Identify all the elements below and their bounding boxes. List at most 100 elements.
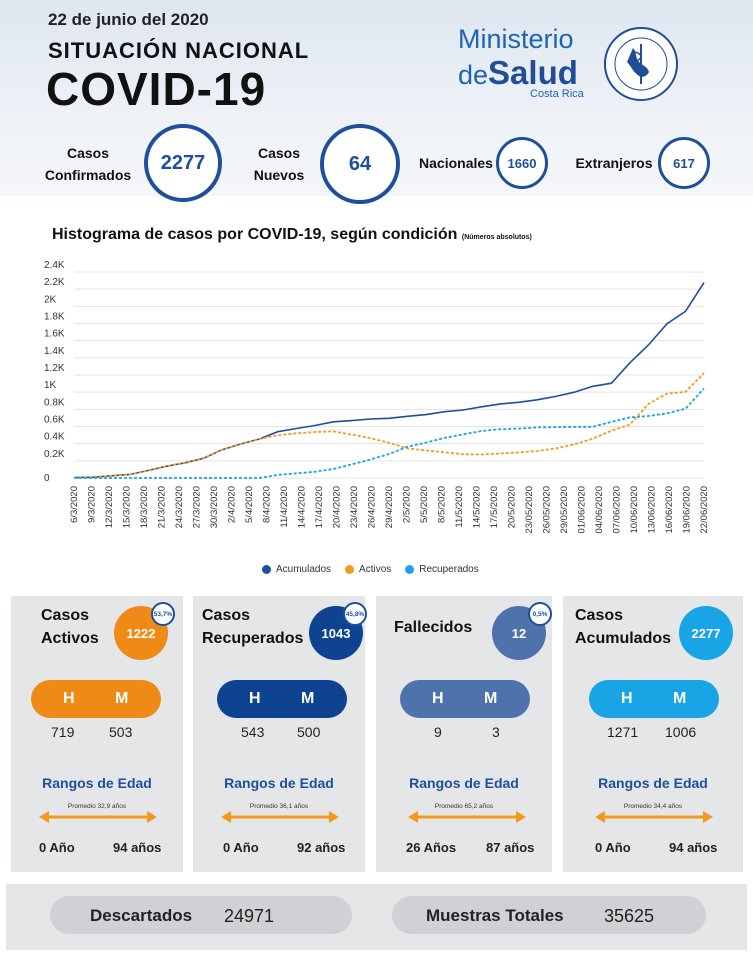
y-tick-label: 1.8K: [44, 312, 65, 323]
confirmados-value-circle: 2277: [144, 124, 222, 202]
chart-legend: Acumulados Activos Recuperados: [262, 564, 479, 575]
x-tick-label: 23/05/2020: [524, 486, 535, 534]
descartados-pill: Descartados 24971: [50, 896, 352, 934]
panel-fallecidos-title: Fallecidos: [394, 619, 473, 636]
recuperados-min-age: 0 Año: [223, 840, 259, 855]
x-tick-label: 24/3/2020: [174, 486, 185, 528]
acumulados-max-age: 94 años: [669, 840, 718, 855]
x-tick-label: 30/3/2020: [209, 486, 220, 528]
acumulados-mujeres: 1006: [665, 724, 697, 740]
recuperados-hombres: 543: [241, 724, 265, 740]
muestras-pill: Muestras Totales 35625: [392, 896, 706, 934]
y-tick-label: 1.6K: [44, 329, 65, 340]
activos-min-age: 0 Año: [39, 840, 75, 855]
fallecidos-max-age: 87 años: [486, 840, 535, 855]
x-tick-label: 27/3/2020: [192, 486, 203, 528]
series-line-recuperados: [74, 387, 705, 479]
x-tick-label: 17/4/2020: [314, 486, 325, 528]
acumulados-hombres: 1271: [607, 724, 639, 740]
muestras-label: Muestras Totales: [426, 906, 564, 925]
legend-item-acumulados: Acumulados: [262, 564, 331, 575]
age-range-arrow-icon: [595, 811, 713, 823]
y-tick-label: 1K: [44, 380, 57, 391]
y-tick-label: 1.2K: [44, 363, 65, 374]
descartados-label: Descartados: [90, 906, 193, 925]
fallecidos-hombres: 9: [434, 724, 442, 740]
activos-hombres: 719: [51, 724, 75, 740]
recuperados-rangos-label: Rangos de Edad: [224, 775, 334, 791]
x-tick-label: 5/4/2020: [244, 486, 255, 523]
panel-acumulados-title: Casos Acumulados: [575, 607, 672, 647]
x-tick-label: 2/5/2020: [402, 486, 413, 523]
age-range-arrow-icon: [39, 811, 157, 823]
legend-item-recuperados: Recuperados: [405, 564, 479, 575]
confirmados-label: Casos Confirmados: [44, 145, 132, 183]
recuperados-mujeres: 500: [297, 724, 321, 740]
x-tick-label: 5/5/2020: [419, 486, 430, 523]
x-tick-label: 14/5/2020: [472, 486, 483, 528]
recuperados-max-age: 92 años: [297, 840, 346, 855]
x-tick-label: 01/06/2020: [577, 486, 588, 534]
panel-recuperados-title: Casos Recuperados: [202, 607, 304, 647]
fallecidos-promedio: Promedio 65,2 años: [434, 803, 494, 810]
activos-max-age: 94 años: [113, 840, 162, 855]
x-tick-label: 13/06/2020: [647, 486, 658, 534]
bottom-summary: Descartados 24971 Muestras Totales 35625: [6, 884, 747, 950]
x-tick-label: 29/4/2020: [384, 486, 395, 528]
x-tick-label: 15/3/2020: [122, 486, 133, 528]
series-line-activos: [73, 372, 705, 479]
descartados-value: 24971: [224, 906, 275, 926]
chart-title-note: (Números absolutos): [461, 234, 532, 241]
x-tick-label: 19/06/2020: [682, 486, 693, 534]
report-date: 22 de junio del 2020: [48, 10, 209, 29]
panel-activos-title: Casos Activos: [41, 607, 99, 647]
y-tick-label: 0.8K: [44, 397, 65, 408]
y-tick-label: 2K: [44, 294, 57, 305]
y-tick-label: 0: [44, 473, 50, 484]
x-tick-label: 20/4/2020: [332, 486, 343, 528]
recuperados-promedio: Promedio 36,1 años: [249, 803, 309, 810]
x-tick-label: 6/3/2020: [69, 486, 80, 523]
x-tick-label: 26/05/2020: [542, 486, 553, 534]
x-tick-label: 23/4/2020: [349, 486, 360, 528]
logo-text-line2: deSalud: [458, 54, 578, 91]
x-tick-label: 10/06/2020: [629, 486, 640, 534]
x-tick-label: 8/4/2020: [262, 486, 273, 523]
x-tick-label: 11/5/2020: [454, 486, 465, 528]
report-subtitle: SITUACIÓN NACIONAL: [48, 38, 310, 63]
x-tick-label: 14/4/2020: [297, 486, 308, 528]
y-tick-label: 2.4K: [44, 260, 65, 271]
acumulados-promedio: Promedio 34,4 años: [623, 803, 683, 810]
x-tick-label: 26/4/2020: [367, 486, 378, 528]
x-tick-label: 18/3/2020: [139, 486, 150, 528]
nuevos-label: Casos Nuevos: [253, 145, 305, 183]
nacionales-value-circle: 1660: [496, 137, 548, 189]
panel-acumulados-value: 2277: [679, 606, 733, 660]
x-tick-label: 11/4/2020: [279, 486, 290, 528]
report-title: COVID-19: [46, 63, 267, 115]
x-tick-label: 07/06/2020: [612, 486, 623, 534]
y-tick-label: 2.2K: [44, 277, 65, 288]
y-tick-label: 1.4K: [44, 346, 65, 357]
x-tick-label: 29/05/2020: [559, 486, 570, 534]
muestras-value: 35625: [604, 906, 655, 926]
header-banner: 22 de junio del 2020 SITUACIÓN NACIONAL …: [0, 0, 753, 204]
x-tick-label: 2/4/2020: [227, 486, 238, 523]
x-tick-label: 8/5/2020: [437, 486, 448, 523]
x-tick-label: 20/5/2020: [507, 486, 518, 528]
nuevos-value-circle: 64: [320, 124, 400, 204]
activos-mujeres: 503: [109, 724, 133, 740]
fallecidos-mujeres: 3: [492, 724, 500, 740]
extranjeros-label: Extranjeros: [575, 155, 653, 171]
y-tick-label: 0.2K: [44, 449, 65, 460]
legend-item-activos: Activos: [345, 564, 391, 575]
x-tick-label: 12/3/2020: [104, 486, 115, 528]
